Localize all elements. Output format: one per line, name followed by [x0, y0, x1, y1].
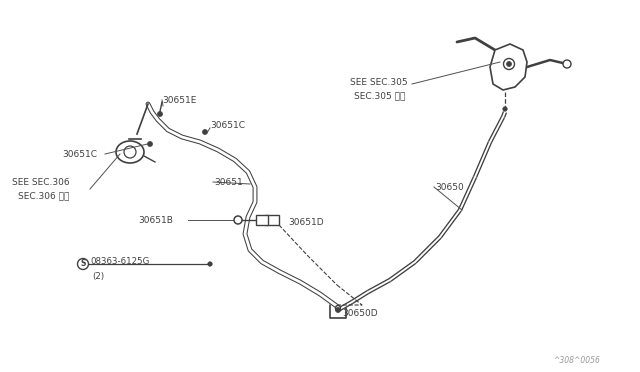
Text: 30651B: 30651B	[138, 215, 173, 224]
Text: 30651C: 30651C	[210, 121, 245, 129]
Text: 30651C: 30651C	[62, 150, 97, 158]
Circle shape	[503, 107, 507, 111]
Text: (2): (2)	[92, 273, 104, 282]
Circle shape	[234, 216, 242, 224]
Circle shape	[208, 262, 212, 266]
Polygon shape	[490, 44, 527, 90]
Text: SEC.305 参照: SEC.305 参照	[354, 92, 405, 100]
Circle shape	[157, 112, 163, 116]
Ellipse shape	[116, 141, 144, 163]
Bar	[265, 215, 279, 225]
Circle shape	[563, 60, 571, 68]
Text: SEC.306 参照: SEC.306 参照	[18, 192, 69, 201]
Text: S: S	[80, 260, 86, 269]
Text: 30651D: 30651D	[288, 218, 324, 227]
Circle shape	[147, 141, 152, 147]
Text: 08363-6125G: 08363-6125G	[90, 257, 149, 266]
Bar	[256, 215, 268, 225]
Text: SEE SEC.305: SEE SEC.305	[350, 77, 408, 87]
Text: ^308^0056: ^308^0056	[553, 356, 600, 365]
Text: SEE SEC.306: SEE SEC.306	[12, 177, 70, 186]
Text: 30650D: 30650D	[342, 310, 378, 318]
Text: 30651: 30651	[214, 177, 243, 186]
Circle shape	[335, 308, 340, 312]
Circle shape	[124, 146, 136, 158]
Text: 30650: 30650	[435, 183, 464, 192]
Circle shape	[504, 58, 515, 70]
Text: 30651E: 30651E	[162, 96, 196, 105]
Circle shape	[506, 61, 511, 67]
Circle shape	[77, 259, 88, 269]
Circle shape	[335, 305, 340, 311]
Circle shape	[202, 129, 207, 135]
